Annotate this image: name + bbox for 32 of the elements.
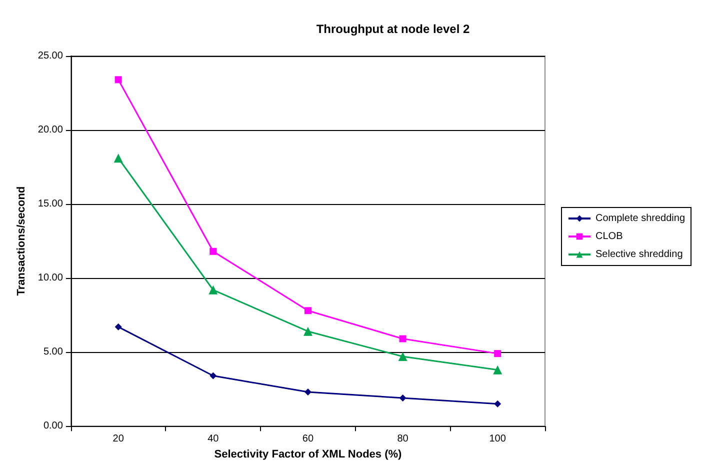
point [304, 388, 312, 396]
y-tick-label: 10.00 [38, 272, 64, 284]
y-tick-label: 5.00 [43, 346, 64, 358]
x-tick-label: 20 [112, 434, 124, 445]
point [114, 154, 123, 163]
y-tick-label: 0.00 [43, 420, 64, 432]
point [399, 335, 406, 342]
point [210, 248, 217, 255]
y-tick-label: 25.00 [38, 50, 64, 62]
point [208, 285, 218, 294]
x-tick-label: 40 [208, 434, 220, 445]
point [303, 326, 312, 336]
legend-label: Selective shredding [596, 249, 683, 260]
y-axis-title: Transactions/second [16, 186, 28, 296]
y-tick-label: 15.00 [38, 198, 64, 210]
y-tick-label: 20.00 [38, 124, 64, 136]
x-tick-label: 100 [489, 434, 506, 445]
point [210, 372, 217, 380]
point [114, 76, 122, 84]
chart-title: Throughput at node level 2 [316, 22, 470, 36]
point [493, 365, 502, 374]
point [494, 350, 502, 358]
point [114, 323, 122, 330]
x-tick-label: 60 [302, 434, 314, 445]
x-tick-label: 80 [397, 434, 409, 445]
point [304, 307, 312, 314]
legend-label: Complete shredding [596, 213, 686, 224]
point [494, 400, 502, 408]
point [399, 394, 406, 402]
x-axis-title: Selectivity Factor of XML Nodes (%) [214, 448, 402, 460]
legend-label: CLOB [596, 231, 624, 242]
point [398, 352, 408, 362]
